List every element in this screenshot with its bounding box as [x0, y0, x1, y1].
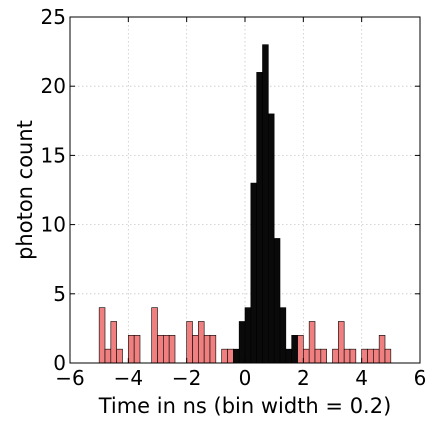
x-tick-label: 6 [414, 366, 427, 390]
signal-bin-bar [262, 44, 269, 364]
background-bin-bar [373, 348, 380, 364]
background-bin-bar [384, 348, 392, 364]
background-bin-bar [168, 335, 176, 364]
background-bin-bar [338, 321, 345, 364]
background-bin-bar [104, 348, 112, 364]
background-bin-bar [308, 321, 316, 364]
background-bin-bar [361, 348, 368, 364]
y-tick-label: 15 [41, 143, 66, 167]
x-tick-label: 2 [297, 366, 310, 390]
x-tick-label: −2 [172, 366, 201, 390]
background-bin-bar [349, 348, 357, 364]
x-tick-label: 0 [239, 366, 252, 390]
signal-bin-bar [291, 335, 298, 364]
y-tick-label: 5 [53, 282, 66, 306]
y-axis-label: photon count [13, 120, 37, 260]
background-bin-bar [98, 307, 106, 364]
x-tick-label: −4 [114, 366, 143, 390]
signal-bin-bar [250, 182, 257, 364]
x-tick-label: −6 [55, 366, 84, 390]
background-bin-bar [192, 335, 199, 364]
y-tick-label: 0 [53, 351, 66, 375]
tick-labels: −6 −4 −2 0 2 4 6 0 5 10 15 20 25 [41, 5, 427, 390]
background-bin-bar [221, 348, 228, 364]
signal-bin-bar [273, 238, 281, 364]
background-bin-bar [320, 348, 327, 364]
y-tick-label: 10 [41, 213, 66, 237]
background-bin-bar [297, 335, 304, 364]
x-tick-label: 4 [355, 366, 368, 390]
signal-bin-bar [285, 348, 292, 364]
background-bin-bar [163, 335, 170, 364]
background-bin-bar [151, 307, 158, 364]
signal-bin-bar [238, 321, 246, 364]
y-tick-label: 20 [41, 74, 66, 98]
background-bin-bar [203, 335, 211, 364]
background-bin-bar [332, 348, 339, 364]
signal-bin-bar [268, 113, 275, 364]
background-bin-bar [128, 335, 135, 364]
background-bin-bar [343, 348, 351, 364]
background-bin-bar [110, 321, 117, 364]
signal-bin-bar [279, 307, 287, 364]
background-bin-bar [157, 335, 164, 364]
background-bin-bar [314, 348, 322, 364]
background-bin-bar [116, 348, 123, 364]
background-bin-bar [209, 335, 217, 364]
signal-bin-bar [233, 348, 240, 364]
background-bin-bar [227, 348, 234, 364]
background-bin-bar [378, 335, 386, 364]
background-bin-bar [198, 321, 205, 364]
background-bin-bar [186, 321, 193, 364]
signal-bin-bar [244, 307, 252, 364]
y-tick-label: 25 [41, 5, 66, 29]
histogram-bars [98, 44, 392, 364]
background-bin-bar [133, 335, 141, 364]
x-axis-label: Time in ns (bin width = 0.2) [98, 394, 392, 418]
grid-lines [70, 17, 420, 363]
background-bin-bar [367, 348, 374, 364]
axis-ticks [69, 16, 421, 364]
signal-bin-bar [256, 72, 263, 364]
background-bin-bar [303, 348, 310, 364]
